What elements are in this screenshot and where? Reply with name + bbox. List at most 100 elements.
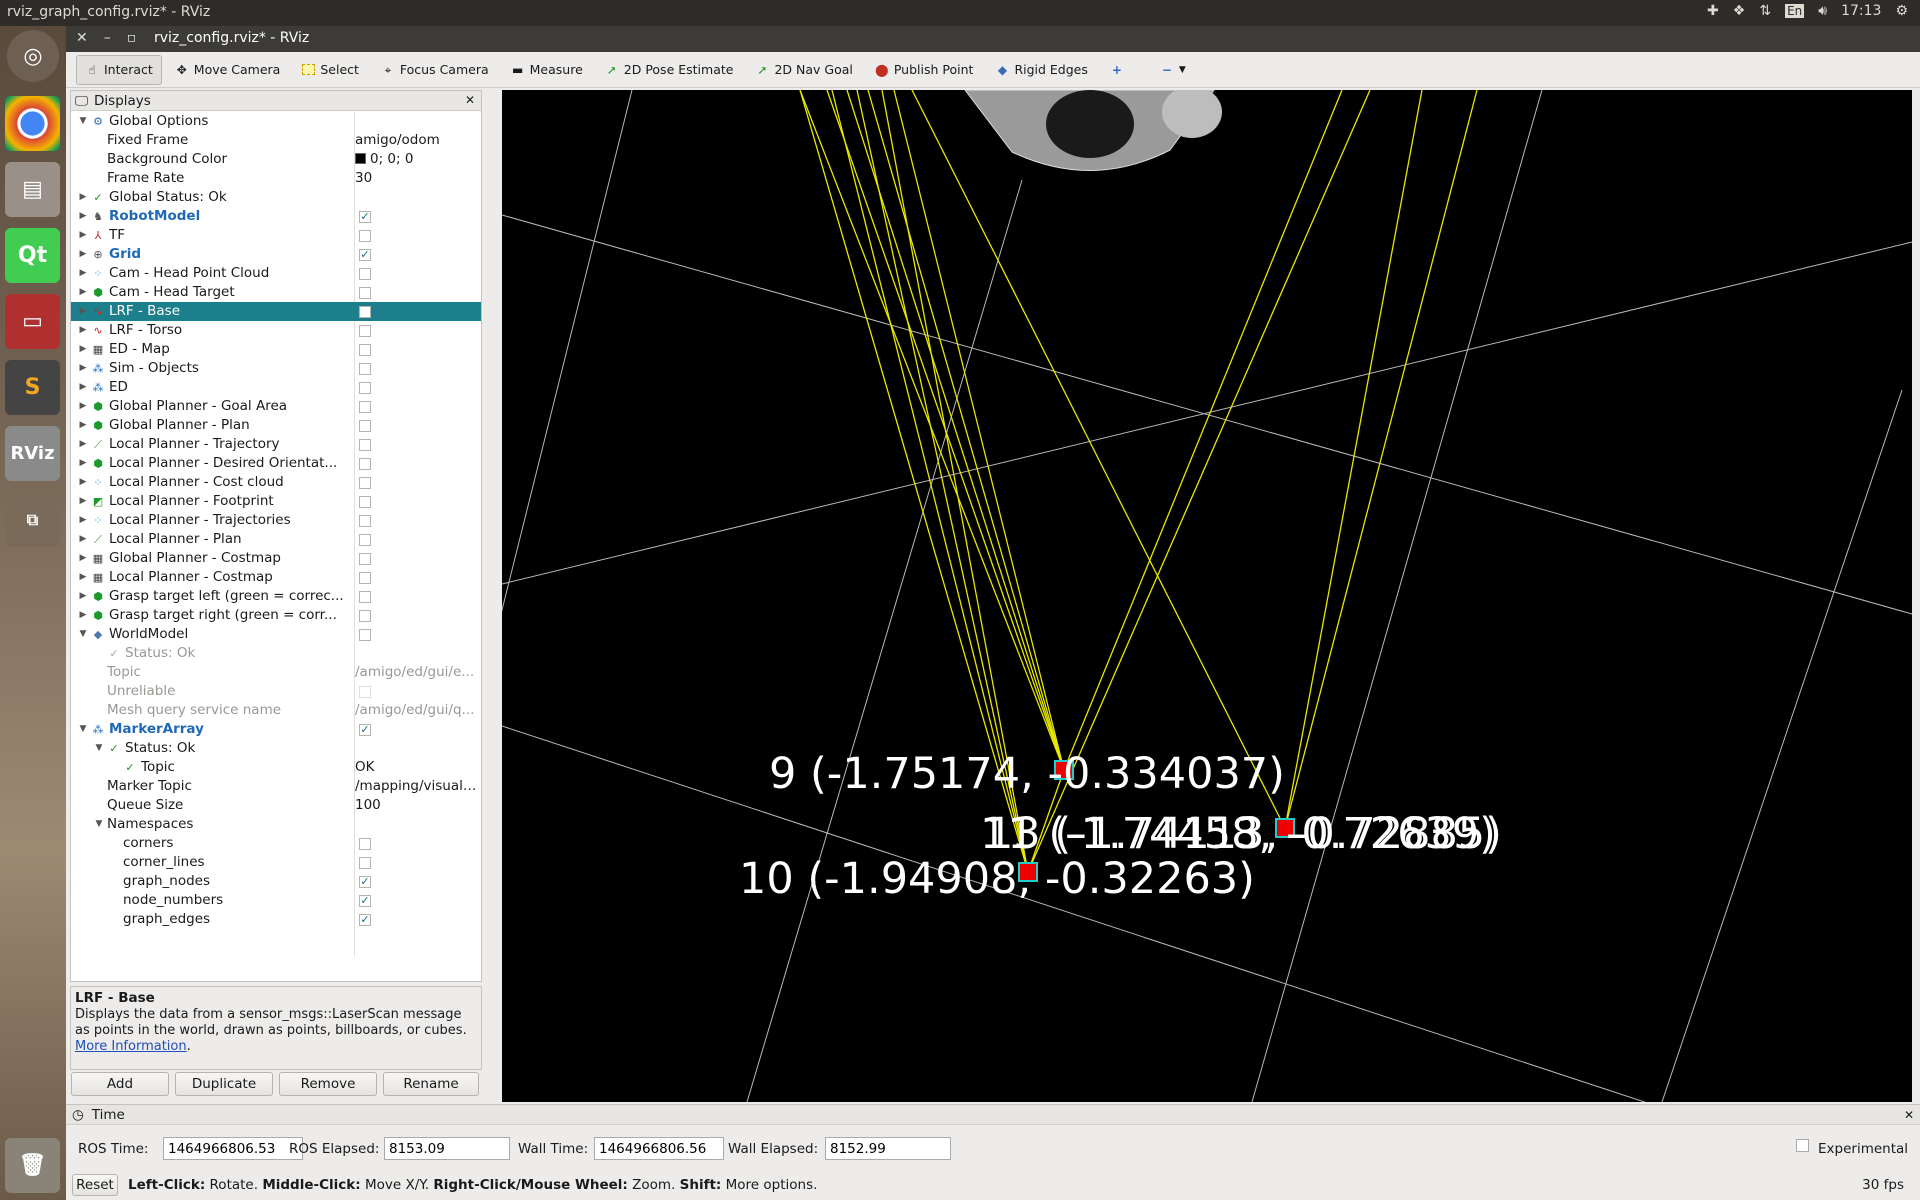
property-value-cell[interactable]: /amigo/ed/gui/q... [355,701,477,720]
display-row[interactable]: Frame Rate 30 [71,169,481,188]
display-row[interactable]: corner_lines [71,853,481,872]
checkbox-unchecked[interactable] [359,572,371,584]
checkbox-unchecked[interactable] [359,382,371,394]
checkbox-unchecked[interactable] [359,686,371,698]
rigid-edges-tool-button[interactable]: ◆ Rigid Edges [986,55,1096,85]
close-window-icon[interactable]: ✕ [76,30,88,46]
display-row[interactable]: ▶ ⬢ Grasp target left (green = correc... [71,587,481,606]
checkbox-unchecked[interactable] [359,287,371,299]
display-row[interactable]: Mesh query service name/amigo/ed/gui/q..… [71,701,481,720]
display-row[interactable]: ✓ Topic OK [71,758,481,777]
expand-right-icon[interactable]: ▶ [77,188,89,207]
display-value[interactable]: 0; 0; 0 [370,151,413,167]
checkbox-unchecked[interactable] [359,230,371,242]
expand-right-icon[interactable]: ▶ [77,378,89,397]
display-row[interactable]: graph_edges ✓ [71,910,481,929]
ros-icon[interactable]: ✚ [1707,3,1719,19]
network-icon[interactable]: ⇅ [1759,3,1771,19]
checkbox-checked[interactable]: ✓ [359,895,371,907]
property-value-cell[interactable]: 100 [355,796,477,815]
checkbox-checked[interactable]: ✓ [359,876,371,888]
duplicate-display-button[interactable]: Duplicate [175,1072,273,1096]
expand-right-icon[interactable]: ▶ [77,226,89,245]
property-value-cell[interactable]: /mapping/visuali... [355,777,477,796]
add-display-button[interactable]: Add [71,1072,169,1096]
checkbox-unchecked[interactable] [359,306,371,318]
expand-right-icon[interactable]: ▶ [77,264,89,283]
expand-right-icon[interactable]: ▶ [77,207,89,226]
display-row[interactable]: ▶ ⁘ Cam - Head Point Cloud [71,264,481,283]
display-row[interactable]: ▼ ✓ Status: Ok [71,739,481,758]
pose-estimate-tool-button[interactable]: ➚ 2D Pose Estimate [596,55,743,85]
ros-time-field[interactable] [163,1137,303,1160]
expand-right-icon[interactable]: ▶ [77,454,89,473]
checkbox-unchecked[interactable] [359,610,371,622]
display-row[interactable]: ▶ ▦ Global Planner - Costmap [71,549,481,568]
display-row[interactable]: Unreliable [71,682,481,701]
sublime-text-icon[interactable]: S [5,360,60,415]
color-swatch[interactable] [355,153,366,164]
display-row[interactable]: ▶ ⬢ Grasp target right (green = corr... [71,606,481,625]
reset-button[interactable]: Reset [72,1174,118,1196]
display-row[interactable]: ▶ ⁂ Sim - Objects [71,359,481,378]
checkbox-unchecked[interactable] [359,401,371,413]
ubuntu-dash-icon[interactable]: ◎ [7,30,59,82]
rviz-icon[interactable]: RViz [5,426,60,481]
display-row[interactable]: ▼ Namespaces [71,815,481,834]
wall-time-field[interactable] [594,1137,724,1160]
display-row[interactable]: node_numbers ✓ [71,891,481,910]
display-row[interactable]: ▶ ⟋ Local Planner - Trajectory [71,435,481,454]
display-row[interactable]: ▶ ⅄ TF [71,226,481,245]
checkbox-checked[interactable]: ✓ [359,249,371,261]
ros-elapsed-field[interactable] [384,1137,510,1160]
expand-down-icon[interactable]: ▼ [77,625,89,644]
display-row[interactable]: ▼ ⁂ MarkerArray ✓ [71,720,481,739]
display-row[interactable]: ▼ ◆ WorldModel [71,625,481,644]
display-row[interactable]: ✓ Status: Ok [71,644,481,663]
wall-elapsed-field[interactable] [825,1137,951,1160]
expand-down-icon[interactable]: ▼ [93,739,105,758]
expand-right-icon[interactable]: ▶ [77,302,89,321]
display-value[interactable]: /amigo/ed/gui/e... [355,664,474,680]
expand-right-icon[interactable]: ▶ [77,530,89,549]
display-row[interactable]: ▶ ⟋ Local Planner - Plan [71,530,481,549]
move-camera-tool-button[interactable]: ✥ Move Camera [166,55,290,85]
checkbox-unchecked[interactable] [359,325,371,337]
display-row[interactable]: Fixed Frame amigo/odom [71,131,481,150]
display-row[interactable]: ▶ ∿ LRF - Base [71,302,481,321]
close-panel-icon[interactable]: ✕ [465,93,475,107]
expand-down-icon[interactable]: ▼ [77,720,89,739]
expand-right-icon[interactable]: ▶ [77,245,89,264]
rename-display-button[interactable]: Rename [383,1072,479,1096]
display-value[interactable]: OK [355,759,374,775]
expand-right-icon[interactable]: ▶ [77,587,89,606]
display-row[interactable]: ▶ ◩ Local Planner - Footprint [71,492,481,511]
checkbox-unchecked[interactable] [359,591,371,603]
expand-right-icon[interactable]: ▶ [77,511,89,530]
focus-camera-tool-button[interactable]: ⌖ Focus Camera [372,55,498,85]
display-row[interactable]: Queue Size 100 [71,796,481,815]
display-row[interactable]: ▶ ∿ LRF - Torso [71,321,481,340]
property-value-cell[interactable]: 0; 0; 0 [355,150,477,169]
qt-creator-icon[interactable]: Qt [5,228,60,283]
display-row[interactable]: ▶ ♞ RobotModel ✓ [71,207,481,226]
checkbox-unchecked[interactable] [359,363,371,375]
display-row[interactable]: ▶ ⬢ Cam - Head Target [71,283,481,302]
dropbox-icon[interactable]: ❖ [1733,3,1746,19]
3d-render-viewport[interactable]: 9 (-1.75174, -0.334037) 11 (-1.74458, -0… [502,90,1912,1102]
display-row[interactable]: Topic/amigo/ed/gui/e... [71,663,481,682]
display-row[interactable]: ▶ ⬢ Global Planner - Goal Area [71,397,481,416]
expand-right-icon[interactable]: ▶ [77,435,89,454]
display-row[interactable]: Background Color 0; 0; 0 [71,150,481,169]
workspaces-icon[interactable]: ⧉ [5,492,60,547]
display-value[interactable]: 100 [355,797,381,813]
display-row[interactable]: ▶ ⁘ Local Planner - Cost cloud [71,473,481,492]
volume-icon[interactable]: 🔊︎ [1818,3,1827,19]
remove-tool-button[interactable]: − ▼ [1151,55,1195,85]
display-row[interactable]: ▶ ⊕ Grid ✓ [71,245,481,264]
display-row[interactable]: ▶ ▦ ED - Map [71,340,481,359]
display-row[interactable]: ▶ ⬢ Global Planner - Plan [71,416,481,435]
expand-right-icon[interactable]: ▶ [77,492,89,511]
trash-icon[interactable]: 🗑︎ [5,1138,60,1193]
keyboard-layout-indicator[interactable]: En [1785,4,1804,18]
